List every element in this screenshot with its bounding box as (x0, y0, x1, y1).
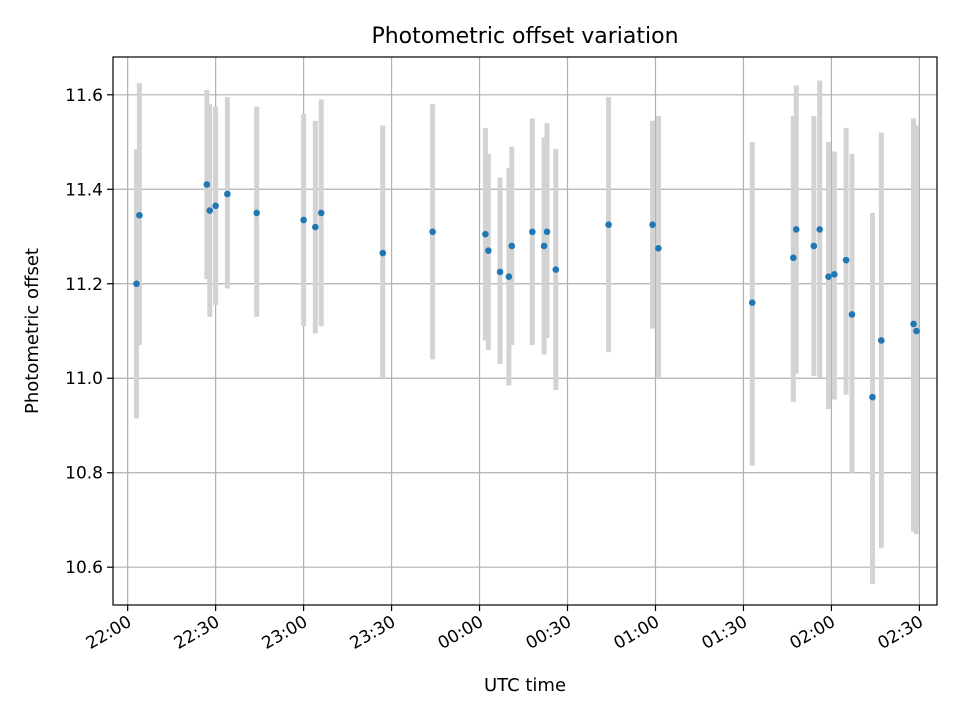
data-point (529, 228, 536, 236)
data-point (253, 209, 260, 217)
data-point (605, 221, 612, 229)
data-point (792, 226, 800, 233)
data-point (869, 393, 876, 401)
data-point (810, 242, 818, 250)
data-point (206, 207, 214, 214)
y-axis-ticks: 10.6 10.8 11.0 11.2 11.4 11.6 (65, 86, 113, 578)
data-point (913, 327, 920, 335)
data-point (848, 311, 856, 318)
data-point (831, 271, 838, 278)
data-point (910, 320, 917, 328)
y-tick-label: 11.4 (65, 180, 103, 200)
data-point (312, 223, 319, 231)
data-point (505, 273, 513, 280)
data-point (790, 254, 797, 262)
data-point (540, 242, 548, 250)
data-point (543, 228, 551, 236)
data-point (429, 228, 436, 236)
data-point (379, 249, 387, 257)
data-point (317, 209, 325, 217)
data-point (485, 247, 492, 254)
y-tick-label: 11.0 (65, 369, 103, 389)
data-point (655, 245, 662, 252)
y-tick-label: 11.2 (65, 275, 103, 295)
data-point (136, 211, 143, 219)
data-point (224, 190, 231, 198)
y-tick-label: 10.6 (65, 558, 103, 578)
x-axis-label: UTC time (484, 675, 566, 696)
y-tick-label: 10.8 (65, 464, 103, 484)
data-point (300, 216, 307, 224)
data-points (133, 181, 920, 401)
data-point (203, 181, 211, 188)
data-point (748, 299, 756, 306)
chart-title: Photometric offset variation (371, 24, 678, 49)
data-point (496, 268, 504, 276)
data-point (482, 230, 489, 238)
y-tick-label: 11.6 (65, 86, 103, 106)
plot-frame (112, 56, 938, 606)
data-point (552, 266, 560, 273)
data-point (508, 242, 516, 250)
data-point (649, 221, 656, 229)
data-point (816, 226, 824, 233)
data-point (842, 256, 850, 264)
y-axis-label: Photometric offset (22, 248, 43, 414)
data-point (212, 202, 219, 210)
data-point (877, 337, 885, 344)
data-point (133, 280, 140, 288)
data-point (825, 273, 832, 280)
